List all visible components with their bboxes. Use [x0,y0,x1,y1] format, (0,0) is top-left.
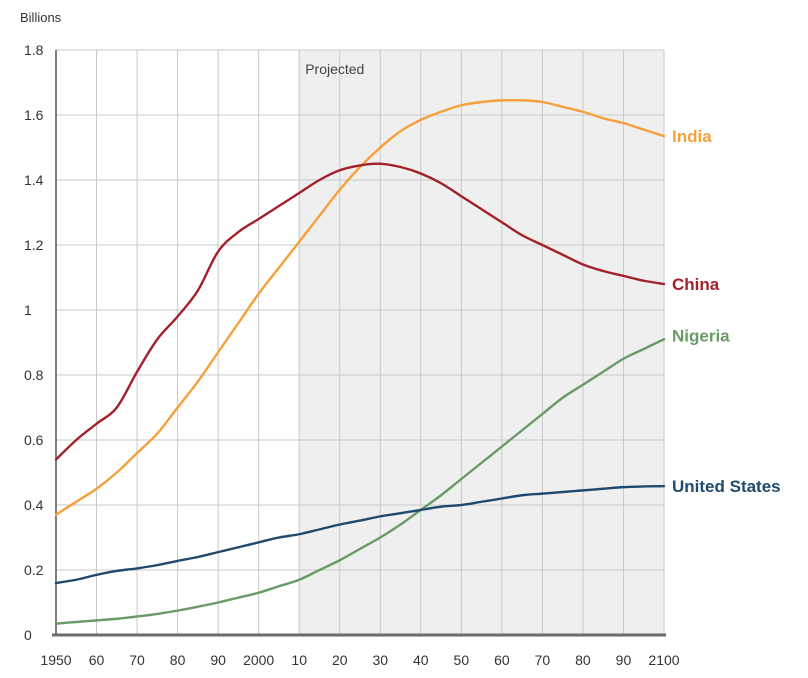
y-tick-label: 0.8 [24,367,44,383]
series-label-nigeria: Nigeria [672,326,730,345]
y-tick-label: 1.4 [24,172,44,188]
x-tick-label: 20 [332,652,348,668]
series-label-india: India [672,127,712,146]
y-tick-label: 1.8 [24,42,44,58]
y-tick-label: 1.2 [24,237,44,253]
x-tick-label: 60 [494,652,510,668]
series-lines [54,98,666,625]
series-line-nigeria [54,338,666,625]
x-tick-label: 30 [372,652,388,668]
y-tick-label: 0.4 [24,497,44,513]
y-tick-label: 1 [24,302,32,318]
x-tick-label: 10 [291,652,307,668]
y-tick-label: 0.2 [24,562,44,578]
x-tick-label: 90 [616,652,632,668]
x-tick-label: 2100 [648,652,679,668]
x-tick-label: 80 [170,652,186,668]
series-labels: India China Nigeria United States [672,127,781,496]
projected-label: Projected [305,61,364,77]
series-label-china: China [672,275,720,294]
x-tick-label: 70 [535,652,551,668]
x-tick-label: 1950 [40,652,71,668]
projected-region [299,50,664,635]
x-tick-label: 90 [210,652,226,668]
axes: 0 0.2 0.4 0.6 0.8 1 1.2 1.4 1.6 1.8 1950 60 70 80 90 20… [24,42,680,668]
series-line-china [54,162,666,461]
y-tick-label: 0 [24,627,32,643]
y-tick-label: 1.6 [24,107,44,123]
x-tick-label: 2000 [243,652,274,668]
series-label-united-states: United States [672,477,781,496]
y-tick-label: 0.6 [24,432,44,448]
series-line-india [54,98,666,516]
series-line-united-states [54,484,666,585]
x-tick-label: 80 [575,652,591,668]
y-unit-label: Billions [20,10,62,25]
x-tick-label: 50 [454,652,470,668]
x-tick-label: 70 [129,652,145,668]
x-tick-label: 40 [413,652,429,668]
x-tick-label: 60 [89,652,105,668]
grid [55,49,665,635]
